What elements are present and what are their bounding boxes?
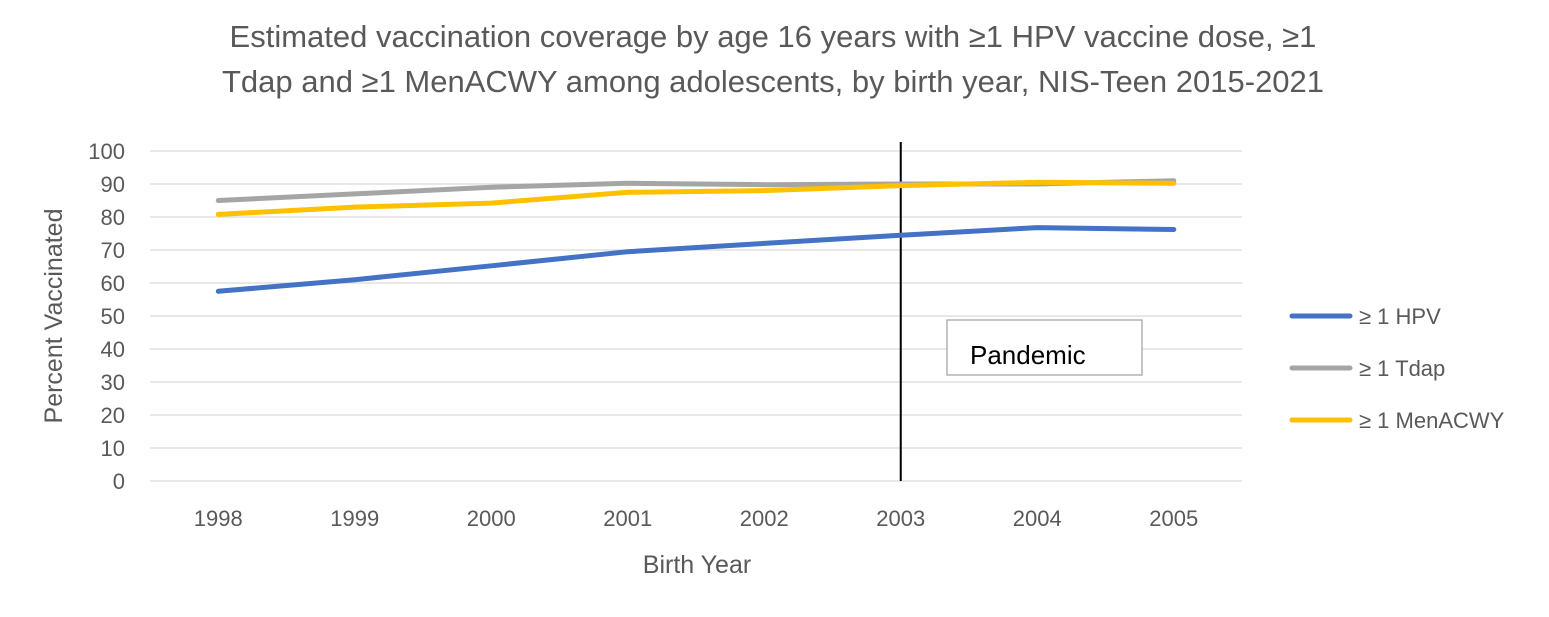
chart-title-line-2: Tdap and ≥1 MenACWY among adolescents, b… bbox=[222, 64, 1324, 99]
x-tick-label: 1999 bbox=[330, 506, 379, 531]
pandemic-annotation-box bbox=[946, 319, 1143, 376]
chart-title: Estimated vaccination coverage by age 16… bbox=[222, 19, 1324, 99]
annotations: Pandemic bbox=[899, 142, 1143, 481]
pandemic-annotation-text: Pandemic bbox=[970, 340, 1086, 370]
series-lines bbox=[215, 178, 1177, 294]
legend-item: ≥ 1 Tdap bbox=[1289, 356, 1445, 381]
x-tick-label: 1998 bbox=[194, 506, 243, 531]
x-axis-ticks: 1998 1999 2000 2001 2002 2003 2004 2005 bbox=[194, 506, 1198, 531]
y-tick-label: 30 bbox=[101, 370, 125, 395]
y-tick-label: 0 bbox=[113, 469, 125, 494]
x-tick-label: 2001 bbox=[603, 506, 652, 531]
x-tick-label: 2002 bbox=[740, 506, 789, 531]
x-tick-label: 2003 bbox=[876, 506, 925, 531]
y-tick-label: 60 bbox=[101, 271, 125, 296]
y-tick-label: 40 bbox=[101, 337, 125, 362]
y-tick-label: 90 bbox=[101, 172, 125, 197]
legend-label: ≥ 1 Tdap bbox=[1359, 356, 1445, 381]
x-tick-label: 2000 bbox=[467, 506, 516, 531]
pandemic-annotation: Pandemic bbox=[946, 319, 1143, 376]
legend-label: ≥ 1 HPV bbox=[1359, 304, 1441, 329]
y-axis-label: Percent Vaccinated bbox=[40, 209, 68, 424]
legend-item: ≥ 1 HPV bbox=[1289, 304, 1441, 329]
gridlines bbox=[150, 150, 1242, 482]
y-tick-label: 20 bbox=[101, 403, 125, 428]
legend: ≥ 1 HPV ≥ 1 Tdap ≥ 1 MenACWY bbox=[1289, 304, 1505, 433]
y-tick-label: 100 bbox=[88, 139, 125, 164]
series-line-3 bbox=[215, 179, 1177, 217]
x-axis-label: Birth Year bbox=[643, 551, 751, 579]
series-line-1 bbox=[215, 225, 1177, 294]
chart-title-line-1: Estimated vaccination coverage by age 16… bbox=[230, 19, 1317, 54]
x-tick-label: 2005 bbox=[1149, 506, 1198, 531]
x-tick-label: 2004 bbox=[1013, 506, 1062, 531]
legend-item: ≥ 1 MenACWY bbox=[1289, 408, 1505, 433]
legend-label: ≥ 1 MenACWY bbox=[1359, 408, 1505, 433]
y-tick-label: 50 bbox=[101, 304, 125, 329]
y-tick-label: 10 bbox=[101, 436, 125, 461]
y-tick-label: 80 bbox=[101, 205, 125, 230]
y-axis-ticks: 0 10 20 30 40 50 60 70 80 90 100 bbox=[88, 139, 125, 494]
y-tick-label: 70 bbox=[101, 238, 125, 263]
